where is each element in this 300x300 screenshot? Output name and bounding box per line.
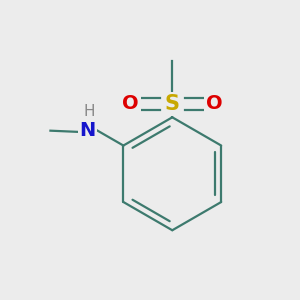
Text: N: N [80,121,96,140]
Text: H: H [83,104,95,119]
Text: O: O [206,94,222,113]
Text: S: S [165,94,180,114]
Text: O: O [122,94,139,113]
